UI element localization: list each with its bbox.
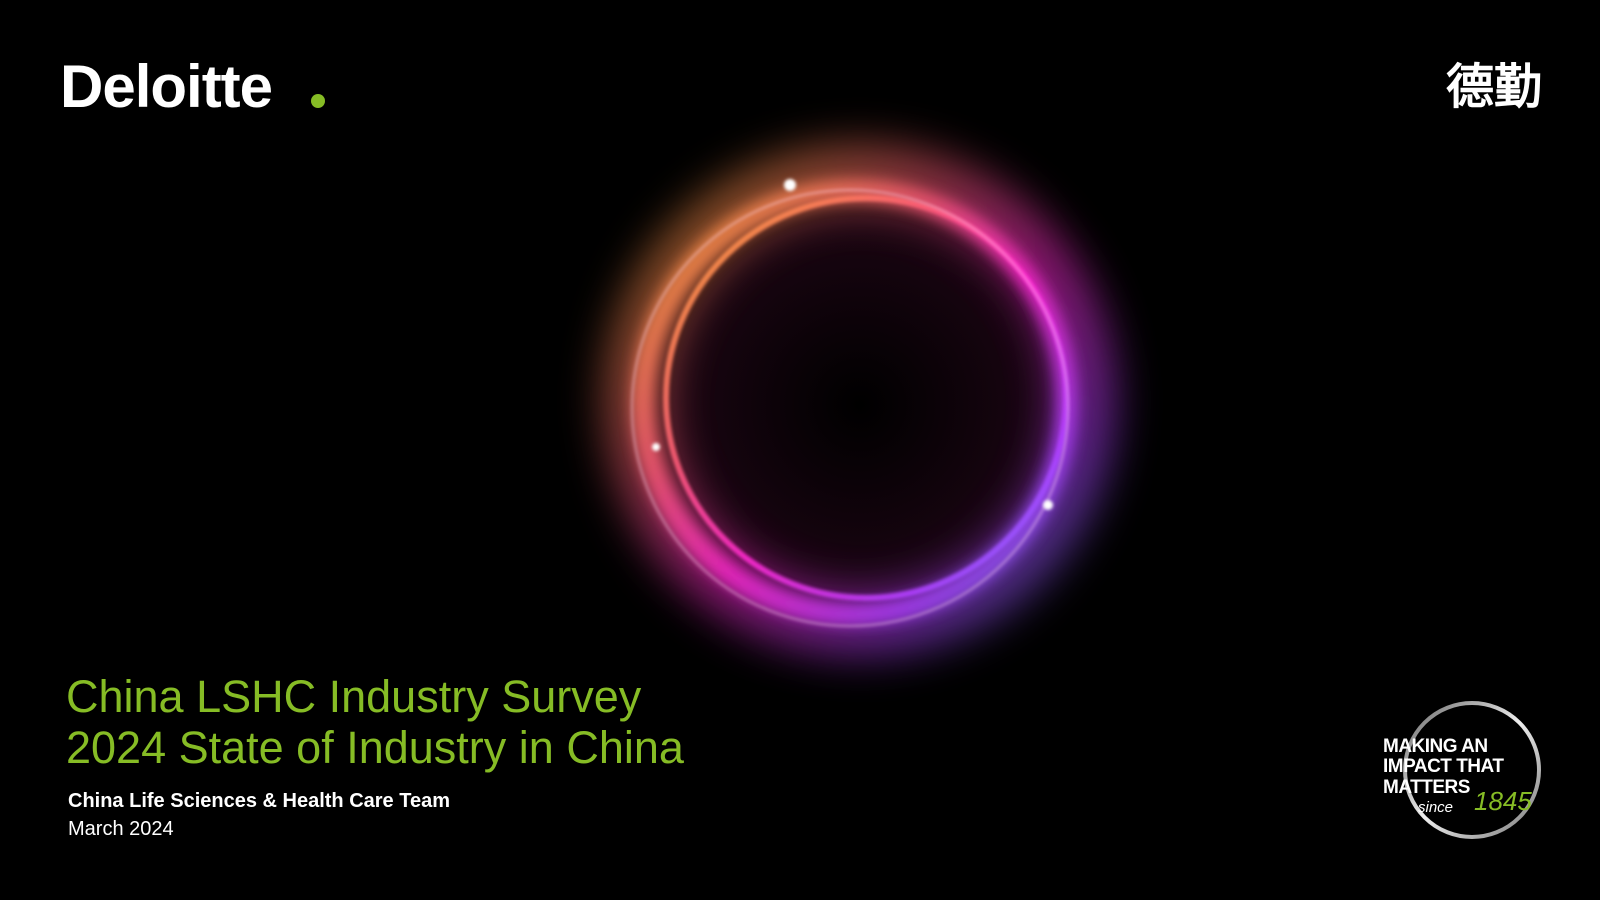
badge-year: 1845 xyxy=(1474,786,1532,816)
logo-dot xyxy=(311,94,325,108)
team: China Life Sciences & Health Care Team xyxy=(68,790,450,812)
sparkles xyxy=(652,179,1053,510)
date: March 2024 xyxy=(68,818,174,840)
logo: Deloitte xyxy=(60,53,272,120)
ring-line xyxy=(663,195,1069,601)
glow-ring xyxy=(605,145,1115,655)
logo-chinese: 德勤 xyxy=(1446,61,1542,114)
badge-ring xyxy=(1403,701,1541,839)
badge-since: since xyxy=(1418,799,1453,816)
ring-inner xyxy=(630,175,1090,635)
ring-highlight xyxy=(631,189,1069,627)
badge-line: IMPACT THAT xyxy=(1383,756,1504,777)
badge-line: MATTERS xyxy=(1383,777,1470,798)
title-line-1: China LSHC Industry Survey xyxy=(66,671,642,722)
badge-line: MAKING AN xyxy=(1383,736,1488,757)
badge: MAKING AN IMPACT THAT MATTERS since 1845 xyxy=(1383,701,1541,839)
title-line-2: 2024 State of Industry in China xyxy=(66,722,685,773)
